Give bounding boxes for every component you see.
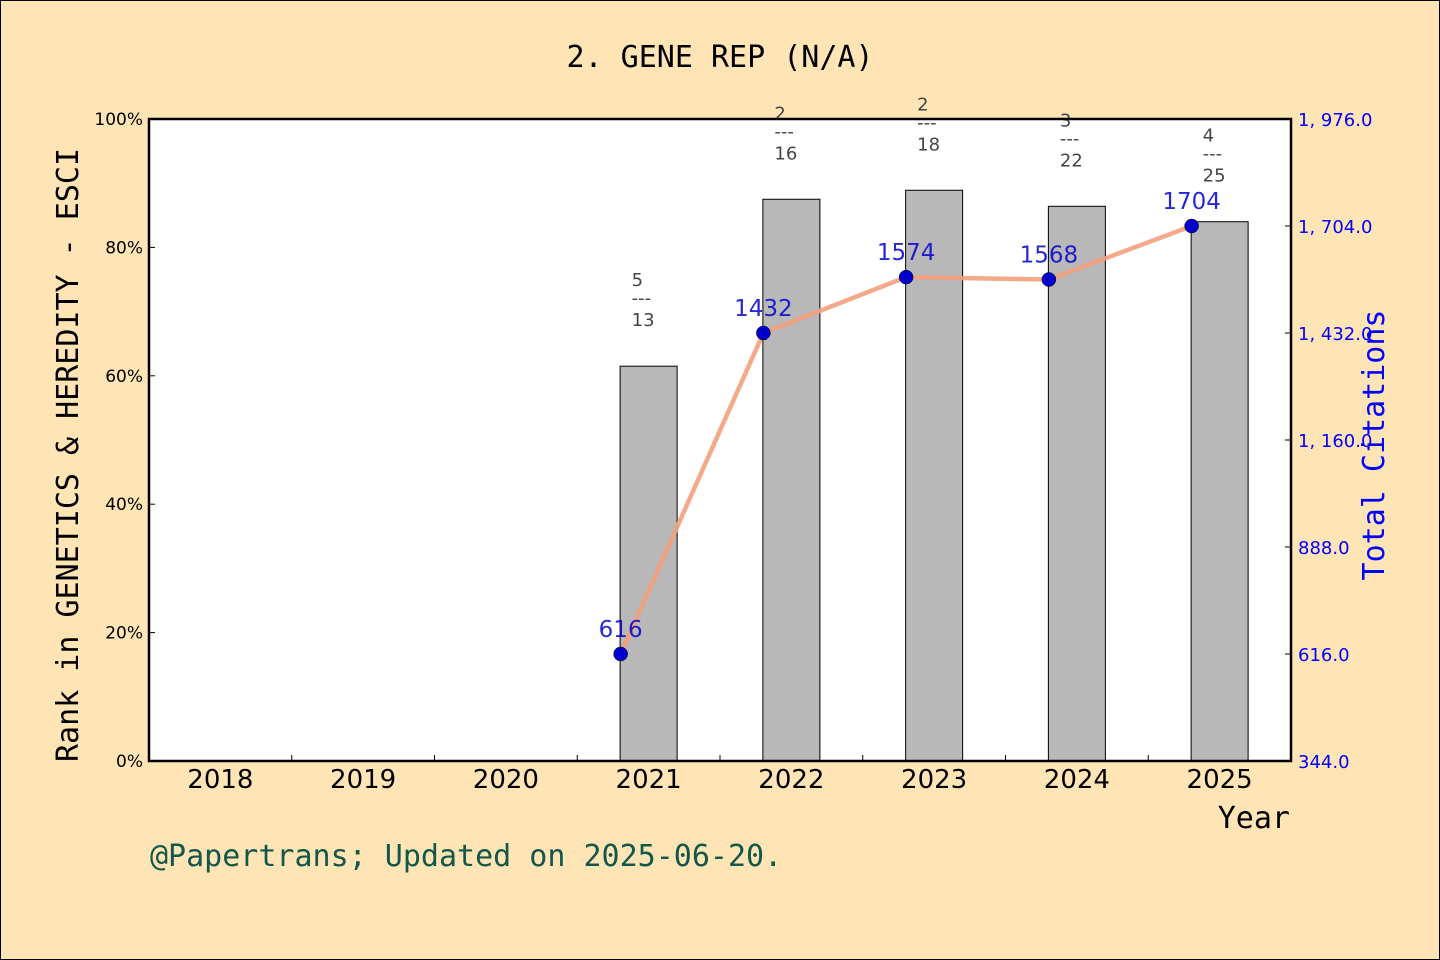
bar-rank-2023: 2 [917, 94, 928, 115]
x-axis-label: Year [1218, 801, 1290, 836]
bar-rank-total-2022: 16 [774, 143, 797, 164]
citation-point-2025 [1184, 218, 1199, 234]
chart-title: 2. GENE REP (N/A) [566, 40, 873, 75]
citation-point-2022 [756, 325, 771, 341]
bar-2021 [619, 365, 678, 762]
bar-rank-total-2025: 25 [1203, 166, 1226, 187]
y-tick-label-5: 100% [94, 110, 143, 130]
y2-tick-label-2: 888.0 [1298, 538, 1350, 559]
line-layer: 616 1432 1574 1568 1704 [599, 189, 1221, 662]
bar-rank-2024: 3 [1060, 110, 1071, 131]
bar-rank-total-2021: 13 [632, 310, 655, 331]
x-tick-label-2022: 2022 [758, 765, 824, 795]
footer-note: @Papertrans; Updated on 2025-06-20. [150, 839, 782, 874]
bar-2025 [1190, 221, 1249, 762]
citation-label-2022: 1432 [734, 296, 793, 322]
bar-rank-divider-2025: --- [1203, 144, 1223, 165]
bar-rank-divider-2024: --- [1060, 128, 1080, 149]
y-tick-label-0: 0% [116, 752, 143, 772]
citation-label-2023: 1574 [877, 240, 936, 266]
bars-layer: 5---132---162---183---224---25 [619, 94, 1249, 762]
x-tick-label-2021: 2021 [616, 765, 682, 795]
bar-rank-total-2023: 18 [917, 134, 940, 155]
y2-tick-label-4: 1, 432.0 [1298, 324, 1372, 345]
x-tick-label-2023: 2023 [901, 765, 967, 795]
y-tick-label-1: 20% [105, 624, 143, 644]
bar-2024 [1047, 205, 1106, 762]
y-axis-label: Rank in GENETICS & HEREDITY - ESCI [51, 148, 86, 762]
plot-area [149, 119, 1291, 761]
x-tick-label-2020: 2020 [473, 765, 539, 795]
bar-rank-divider-2021: --- [632, 288, 652, 309]
x-tick-label-2025: 2025 [1187, 765, 1253, 795]
y-tick-label-4: 80% [105, 238, 143, 258]
y2-axis-label: Total Citations [1357, 310, 1392, 581]
y-tick-label-2: 40% [105, 495, 143, 515]
y2-tick-label-6: 1, 976.0 [1298, 110, 1372, 131]
citation-label-2025: 1704 [1162, 189, 1221, 215]
citation-point-2024 [1041, 272, 1057, 287]
axes-layer: 2018 2019 2020 2021 2022 2023 2024 2025 0% 20% 40%… [94, 110, 1372, 795]
y-tick-label-3: 60% [105, 367, 143, 387]
bar-rank-divider-2023: --- [917, 112, 937, 133]
citation-point-2021 [613, 646, 628, 662]
y2-tick-label-5: 1, 704.0 [1298, 217, 1372, 238]
bar-rank-2025: 4 [1203, 126, 1214, 147]
bar-rank-2022: 2 [774, 103, 785, 124]
bar-2022 [762, 198, 821, 762]
citation-label-2024: 1568 [1020, 243, 1079, 269]
x-tick-label-2019: 2019 [330, 765, 396, 795]
bar-2023 [905, 189, 964, 762]
bar-rank-divider-2022: --- [774, 121, 794, 142]
x-tick-label-2024: 2024 [1044, 765, 1110, 795]
y2-tick-label-1: 616.0 [1298, 645, 1350, 666]
x-tick-label-2018: 2018 [187, 765, 253, 795]
citation-point-2023 [898, 269, 914, 285]
y2-tick-label-3: 1, 160.0 [1298, 431, 1372, 452]
bar-rank-total-2024: 22 [1060, 150, 1083, 171]
citation-label-2021: 616 [599, 617, 643, 643]
bar-rank-2021: 5 [632, 270, 643, 291]
y2-tick-label-0: 344.0 [1298, 752, 1350, 773]
